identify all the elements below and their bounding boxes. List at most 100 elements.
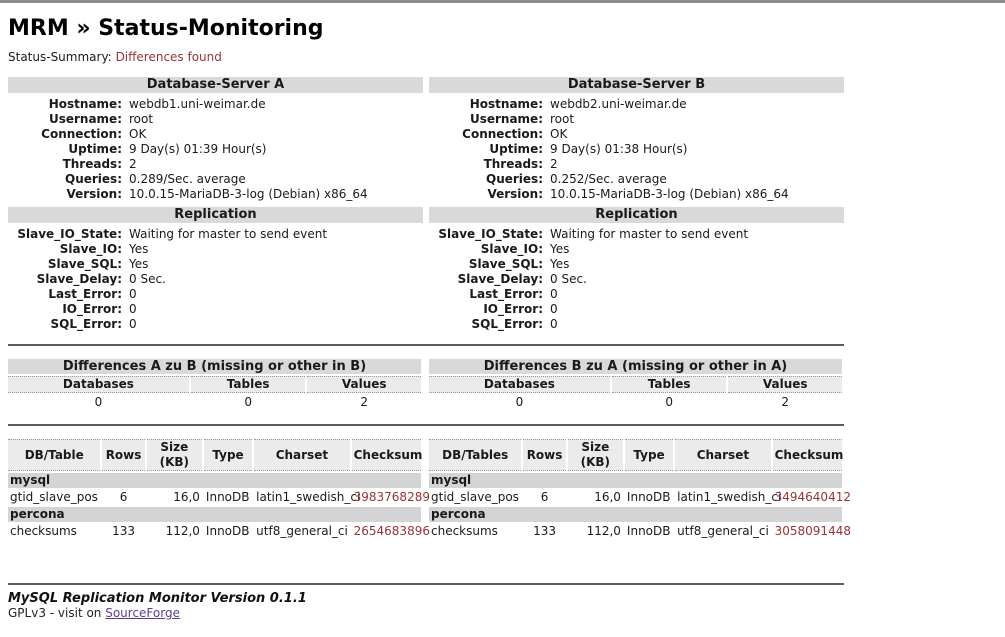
server-b-header: Database-Server B	[429, 77, 844, 93]
info-label: Connection:	[41, 127, 122, 141]
repl-row-io-state: Slave_IO_State: Waiting for master to se…	[8, 227, 423, 242]
cell-checksum: 3494640412	[774, 490, 851, 504]
table-row: checksums 133 112,0 InnoDB utf8_general_…	[8, 524, 430, 539]
page-title: MRM » Status-Monitoring	[8, 16, 324, 41]
status-summary-value: Differences found	[115, 50, 222, 64]
repl-row-sql-error: SQL_Error: 0	[429, 317, 844, 332]
col-header-charset: Charset	[675, 439, 771, 471]
info-row-queries: Queries: 0.289/Sec. average	[8, 172, 423, 187]
differences-panels: Differences A zu B (missing or other in …	[8, 357, 844, 412]
info-row-uptime: Uptime: 9 Day(s) 01:39 Hour(s)	[8, 142, 423, 157]
info-label: Username:	[469, 112, 543, 126]
repl-label: Slave_IO:	[59, 242, 122, 256]
server-a-header: Database-Server A	[8, 77, 423, 93]
col-header-db-table: DB/Table	[8, 439, 101, 471]
repl-label: Slave_IO_State:	[438, 227, 543, 241]
repl-label: Slave_SQL:	[468, 257, 543, 271]
info-row-uptime: Uptime: 9 Day(s) 01:38 Hour(s)	[429, 142, 844, 157]
cell-type: InnoDB	[626, 490, 671, 504]
info-row-queries: Queries: 0.252/Sec. average	[429, 172, 844, 187]
repl-row-slave-delay: Slave_Delay: 0 Sec.	[429, 272, 844, 287]
top-divider	[0, 0, 1005, 3]
repl-value: Yes	[550, 242, 570, 256]
cell-type: InnoDB	[626, 524, 671, 538]
col-header-databases: Databases	[8, 376, 189, 393]
section-divider	[8, 344, 844, 346]
diff-databases-count: 0	[94, 395, 103, 409]
repl-label: SQL_Error:	[471, 317, 543, 331]
status-summary: Status-Summary: Differences found	[8, 50, 1005, 64]
db-table-b: DB/Tables Rows Size (KB) Type Charset Ch…	[427, 437, 851, 541]
differences-a-table: Differences A zu B (missing or other in …	[6, 357, 423, 412]
server-panels: Database-Server A Hostname: webdb1.uni-w…	[8, 77, 844, 332]
info-value: OK	[129, 127, 147, 141]
col-header-size: Size (KB)	[146, 439, 202, 471]
table-row: checksums 133 112,0 InnoDB utf8_general_…	[429, 524, 851, 539]
info-row-threads: Threads: 2	[429, 157, 844, 172]
db-detail-panels: DB/Table Rows Size (KB) Type Charset Che…	[8, 437, 851, 541]
repl-label: Slave_IO_State:	[17, 227, 122, 241]
cell-charset: utf8_general_ci	[256, 524, 348, 538]
info-row-username: Username: root	[429, 112, 844, 127]
info-label: Uptime:	[489, 142, 543, 156]
cell-rows: 133	[533, 524, 556, 538]
cell-charset: latin1_swedish_ci	[256, 490, 361, 504]
repl-value: 0	[550, 302, 558, 316]
col-header-rows: Rows	[102, 439, 145, 471]
col-header-checksum: Checksum	[351, 439, 422, 471]
info-value: 2	[129, 157, 137, 171]
cell-charset: utf8_general_ci	[677, 524, 769, 538]
db-table-b-panel: DB/Tables Rows Size (KB) Type Charset Ch…	[427, 437, 851, 541]
server-a-panel: Database-Server A Hostname: webdb1.uni-w…	[8, 77, 423, 332]
differences-b-panel: Differences B zu A (missing or other in …	[429, 357, 844, 412]
info-row-hostname: Hostname: webdb1.uni-weimar.de	[8, 97, 423, 112]
repl-row-last-error: Last_Error: 0	[429, 287, 844, 302]
info-label: Queries:	[65, 172, 122, 186]
info-value: root	[129, 112, 154, 126]
info-label: Threads:	[62, 157, 122, 171]
col-header-databases: Databases	[429, 376, 610, 393]
sourceforge-link[interactable]: SourceForge	[105, 606, 180, 620]
repl-label: Slave_Delay:	[36, 272, 122, 286]
page: MRM » Status-Monitoring Status-Summary: …	[0, 16, 1005, 620]
info-row-connection: Connection: OK	[429, 127, 844, 142]
repl-label: SQL_Error:	[50, 317, 122, 331]
repl-label: Last_Error:	[469, 287, 543, 301]
info-label: Threads:	[483, 157, 543, 171]
cell-checksum: 2654683896	[353, 524, 430, 538]
repl-row-slave-sql: Slave_SQL: Yes	[8, 257, 423, 272]
cell-charset: latin1_swedish_ci	[677, 490, 782, 504]
repl-row-sql-error: SQL_Error: 0	[8, 317, 423, 332]
repl-value: Waiting for master to send event	[550, 227, 749, 241]
col-header-checksum: Checksum	[772, 439, 843, 471]
info-value: 2	[550, 157, 558, 171]
repl-value: Yes	[550, 257, 570, 271]
cell-size: 16,0	[594, 490, 621, 504]
cell-size: 16,0	[173, 490, 200, 504]
repl-value: 0	[550, 287, 558, 301]
repl-value: 0 Sec.	[550, 272, 587, 286]
table-row: gtid_slave_pos 6 16,0 InnoDB latin1_swed…	[429, 490, 851, 505]
repl-row-slave-io: Slave_IO: Yes	[8, 242, 423, 257]
table-row: gtid_slave_pos 6 16,0 InnoDB latin1_swed…	[8, 490, 430, 505]
db-group-row: percona	[8, 507, 421, 522]
col-header-type: Type	[203, 439, 253, 471]
db-table-a-panel: DB/Table Rows Size (KB) Type Charset Che…	[8, 437, 430, 541]
db-group-name: percona	[429, 507, 842, 522]
repl-value: 0	[129, 317, 137, 331]
repl-value: 0	[129, 287, 137, 301]
db-group-row: percona	[429, 507, 842, 522]
info-value: 10.0.15-MariaDB-3-log (Debian) x86_64	[550, 187, 789, 201]
info-label: Hostname:	[48, 97, 122, 111]
info-value: 9 Day(s) 01:39 Hour(s)	[129, 142, 267, 156]
col-header-rows: Rows	[523, 439, 566, 471]
col-header-tables: Tables	[611, 376, 727, 393]
info-label: Hostname:	[469, 97, 543, 111]
repl-value: Waiting for master to send event	[129, 227, 328, 241]
diff-values-count: 2	[360, 395, 369, 409]
differences-b-table: Differences B zu A (missing or other in …	[427, 357, 844, 412]
footer-version: MySQL Replication Monitor Version 0.1.1	[8, 591, 307, 606]
col-header-tables: Tables	[190, 376, 306, 393]
replication-header: Replication	[8, 207, 423, 223]
status-summary-label: Status-Summary:	[8, 50, 112, 64]
